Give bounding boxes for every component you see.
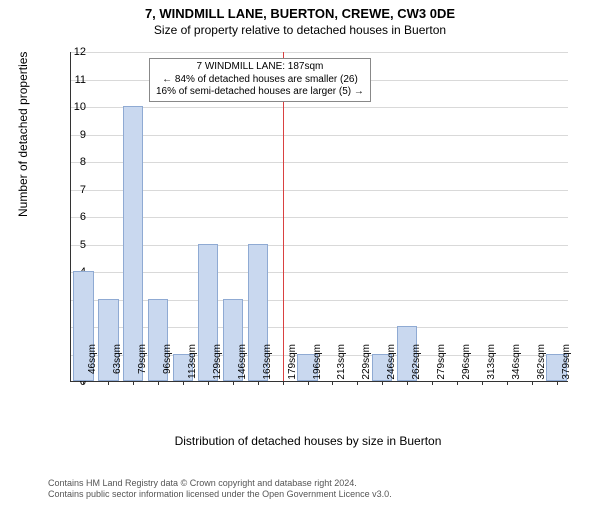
x-tick (532, 381, 533, 385)
x-tick-label: 262sqm (411, 344, 422, 388)
y-tick-label: 12 (68, 46, 86, 58)
gridline (71, 135, 568, 136)
x-tick-label: 163sqm (262, 344, 273, 388)
gridline (71, 245, 568, 246)
gridline (71, 217, 568, 218)
annotation-line: ← 84% of detached houses are smaller (26… (156, 74, 364, 87)
x-tick (283, 381, 284, 385)
x-tick-label: 79sqm (137, 344, 148, 388)
bar (123, 106, 143, 381)
x-tick (357, 381, 358, 385)
x-tick (407, 381, 408, 385)
y-axis-label: Number of detached properties (16, 52, 30, 217)
gridline (71, 52, 568, 53)
x-tick (482, 381, 483, 385)
x-tick (507, 381, 508, 385)
y-tick-label: 7 (68, 184, 86, 196)
x-tick (258, 381, 259, 385)
x-tick-label: 362sqm (536, 344, 547, 388)
annotation-line: 16% of semi-detached houses are larger (… (156, 86, 364, 99)
x-tick-label: 246sqm (386, 344, 397, 388)
gridline (71, 272, 568, 273)
x-tick-label: 279sqm (436, 344, 447, 388)
y-tick-label: 5 (68, 239, 86, 251)
x-tick (208, 381, 209, 385)
footer-line-2: Contains public sector information licen… (48, 489, 392, 500)
footer-attribution: Contains HM Land Registry data © Crown c… (48, 478, 392, 500)
x-tick-label: 63sqm (112, 344, 123, 388)
gridline (71, 162, 568, 163)
x-tick-label: 196sqm (312, 344, 323, 388)
annotation-line: 7 WINDMILL LANE: 187sqm (156, 61, 364, 74)
x-tick-label: 346sqm (511, 344, 522, 388)
x-tick (133, 381, 134, 385)
annotation-box: 7 WINDMILL LANE: 187sqm← 84% of detached… (149, 58, 371, 102)
x-tick-label: 146sqm (237, 344, 248, 388)
x-tick (183, 381, 184, 385)
gridline (71, 327, 568, 328)
x-tick (83, 381, 84, 385)
x-tick-label: 96sqm (162, 344, 173, 388)
gridline (71, 190, 568, 191)
y-tick-label: 11 (68, 74, 86, 86)
chart-container: Number of detached properties 7 WINDMILL… (48, 52, 568, 422)
plot-area: 7 WINDMILL LANE: 187sqm← 84% of detached… (70, 52, 568, 382)
gridline (71, 107, 568, 108)
x-tick (108, 381, 109, 385)
x-tick (457, 381, 458, 385)
footer-line-1: Contains HM Land Registry data © Crown c… (48, 478, 392, 489)
x-tick (332, 381, 333, 385)
main-title: 7, WINDMILL LANE, BUERTON, CREWE, CW3 0D… (0, 6, 600, 21)
x-tick (158, 381, 159, 385)
x-tick-label: 179sqm (287, 344, 298, 388)
x-tick-label: 113sqm (187, 344, 198, 388)
sub-title: Size of property relative to detached ho… (0, 23, 600, 37)
x-tick-label: 213sqm (336, 344, 347, 388)
y-tick-label: 9 (68, 129, 86, 141)
x-tick-label: 313sqm (486, 344, 497, 388)
x-tick-label: 296sqm (461, 344, 472, 388)
gridline (71, 300, 568, 301)
x-tick-label: 129sqm (212, 344, 223, 388)
x-tick (432, 381, 433, 385)
x-tick-label: 46sqm (87, 344, 98, 388)
y-tick-label: 10 (68, 101, 86, 113)
x-tick-label: 229sqm (361, 344, 372, 388)
x-axis-label: Distribution of detached houses by size … (48, 434, 568, 448)
y-tick-label: 8 (68, 156, 86, 168)
x-tick (382, 381, 383, 385)
x-tick (233, 381, 234, 385)
y-tick-label: 6 (68, 211, 86, 223)
x-tick (557, 381, 558, 385)
x-tick-label: 379sqm (561, 344, 572, 388)
x-tick (308, 381, 309, 385)
